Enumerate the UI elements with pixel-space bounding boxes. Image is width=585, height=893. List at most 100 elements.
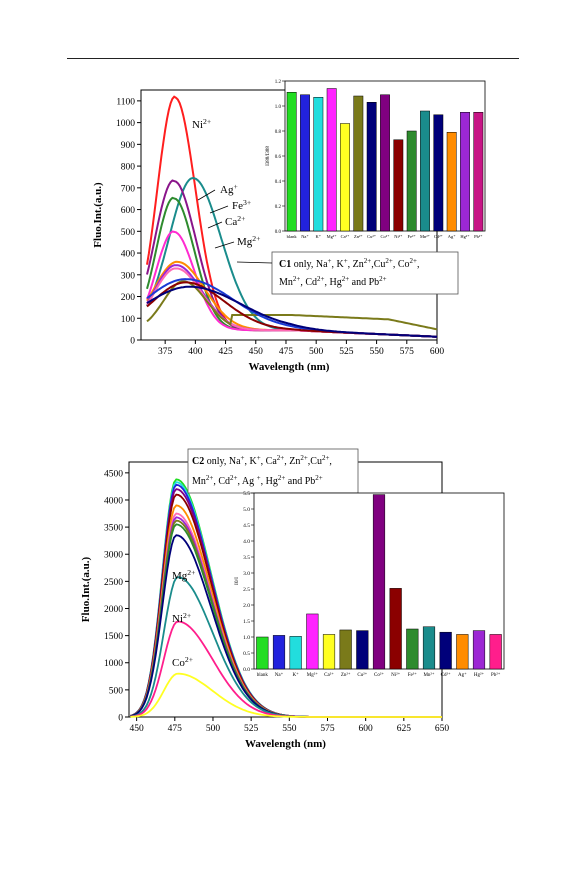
x-tick-label: 575: [320, 724, 335, 734]
bar-Hg2+: [460, 112, 470, 232]
y-tick-label: 400: [121, 250, 136, 260]
x-axis-label: Wavelength (nm): [249, 361, 330, 373]
x-tick-label: 575: [400, 347, 415, 357]
inset-y-axis-label: I0/I: [234, 577, 240, 585]
inset-x-tick-label: Co²⁺: [381, 234, 391, 239]
bar-blank: [256, 636, 269, 670]
bar-Co2+: [372, 494, 386, 670]
inset-x-tick-label: Ca²⁺: [341, 234, 350, 239]
inset-y-tick-label: 2.5: [243, 587, 250, 593]
y-tick-label: 2500: [104, 578, 123, 588]
inset-y-tick-label: 3.5: [243, 555, 250, 561]
y-tick-label: 500: [109, 686, 124, 696]
annotation-co-bottom: Co2+: [172, 655, 193, 670]
bar-Mn2+: [422, 626, 436, 670]
inset-x-tick-label: blank: [257, 673, 269, 678]
annotation-pointer: [214, 241, 235, 249]
bar-blank: [286, 92, 297, 232]
bar-Zn2+: [339, 629, 352, 670]
inset-x-tick-label: Ni²⁺: [394, 234, 403, 239]
y-tick-label: 0: [118, 714, 123, 724]
annotation-pointer: [209, 205, 229, 214]
y-axis-label: Fluo.Int.(a.u.): [92, 182, 104, 248]
inset-x-tick-label: Na⁺: [301, 234, 309, 239]
y-tick-label: 700: [121, 184, 136, 194]
inset-y-tick-label: 5.0: [243, 507, 250, 513]
annotation-ni: Ni2+: [192, 117, 211, 132]
annotation-ag: Ag+: [220, 182, 238, 197]
inset-x-tick-label: Ag⁺: [448, 234, 456, 239]
inset-y-tick-label: 0.5: [243, 651, 250, 657]
inset-y-tick-label: 1.2: [275, 80, 282, 85]
inset-y-tick-label: 0.6: [275, 155, 282, 160]
legend-pointer: [236, 261, 273, 264]
x-tick-label: 600: [359, 724, 374, 734]
x-tick-label: 525: [339, 347, 354, 357]
bar-Cu2+: [356, 630, 369, 670]
legend-box-top: [271, 251, 459, 295]
y-tick-label: 1500: [104, 632, 123, 642]
bar-Ag+: [446, 132, 457, 232]
legend-box-bottom: [187, 448, 359, 494]
inset-y-tick-label: 1.0: [243, 635, 250, 641]
bar-Mg2+: [326, 88, 337, 232]
inset-x-tick-label: Mn²⁺: [423, 672, 434, 678]
inset-y-tick-label: 2.0: [243, 603, 250, 609]
inset-x-tick-label: Cu²⁺: [357, 672, 367, 678]
bar-Fe3+: [406, 628, 419, 670]
legend-line-1-top: C1 only, Na+, K+, Zn2+,Cu2+, Co2+,: [279, 257, 419, 270]
inset-bottom: 0.0 0.5 1.0 1.5 2.0 2.5 3.0 3.5 4.0 4.5 5.0 5.5 blan…: [234, 491, 505, 678]
bar-Fe3+: [406, 130, 417, 232]
inset-y-tick-label: 0.8: [275, 130, 282, 135]
annotation-pointer: [207, 221, 223, 229]
y-tick-label: 300: [121, 271, 136, 281]
annotation-ca: Ca2+: [225, 214, 245, 229]
inset-top: 0.0 0.2 0.4 0.6 0.8 1.0 1.2 blank Na⁺ K⁺ Mg²⁺ Ca²⁺ Z…: [266, 80, 486, 239]
y-tick-label: 1000: [116, 119, 135, 129]
y-tick-label: 4000: [104, 496, 123, 506]
legend-line-2-top: Mn2+, Cd2+, Hg2+ and Pb2+: [279, 275, 387, 288]
y-tick-label: 2000: [104, 605, 123, 615]
annotation-pointer: [197, 189, 216, 201]
bar-Cd2+: [433, 114, 444, 232]
x-axis-label: Wavelength (nm): [245, 738, 326, 750]
annotation-fe: Fe3+: [232, 198, 251, 213]
inset-x-tick-label: Mn²⁺: [420, 234, 431, 239]
inset-y-tick-label: 1.0: [275, 105, 282, 110]
bar-Cu2+: [366, 102, 377, 232]
x-tick-label: 550: [369, 347, 384, 357]
x-tick-label: 400: [188, 347, 203, 357]
y-tick-label: 3000: [104, 551, 123, 561]
inset-x-tick-label: Ni²⁺: [391, 672, 400, 678]
inset-x-tick-label: Zn²⁺: [354, 234, 363, 239]
x-tick-label: 450: [249, 347, 264, 357]
legend-line-2-bottom: Mn2+, Cd2+, Ag +, Hg2+ and Pb2+: [192, 474, 323, 487]
header-rule: [67, 58, 519, 59]
inset-x-tick-label: Fe³⁺: [408, 234, 417, 239]
inset-x-tick-label: Ag⁺: [458, 672, 467, 678]
x-tick-label: 500: [309, 347, 324, 357]
bar-Ca2+: [340, 123, 350, 232]
inset-x-tick-label: Cd²⁺: [434, 234, 444, 239]
bar-Ag+: [456, 634, 469, 670]
x-tick-label: 375: [158, 347, 173, 357]
inset-x-tick-label: Na⁺: [275, 672, 284, 678]
inset-y-tick-label: 0.4: [275, 180, 282, 185]
y-tick-label: 600: [121, 206, 136, 216]
bar-K+: [289, 636, 302, 670]
bar-Ni2+: [393, 139, 404, 232]
y-tick-label: 4500: [104, 469, 123, 479]
inset-x-tick-label: Pb²⁺: [474, 234, 483, 239]
inset-x-tick-label: Hg²⁺: [474, 672, 485, 678]
inset-y-tick-label: 1.5: [243, 619, 250, 625]
axes-top-main: 375 400 425 450 475 500 525 550 575 600 0 100 200 300…: [92, 89, 444, 373]
inset-x-tick-label: Co²⁺: [374, 672, 384, 678]
inset-x-tick-label: Mg²⁺: [307, 672, 318, 678]
inset-x-tick-label: Pb²⁺: [491, 672, 501, 678]
bar-Na+: [272, 635, 286, 670]
annotation-mg-bottom: Mg2+: [172, 568, 195, 583]
y-tick-label: 100: [121, 315, 136, 325]
bar-Ca2+: [322, 634, 336, 670]
